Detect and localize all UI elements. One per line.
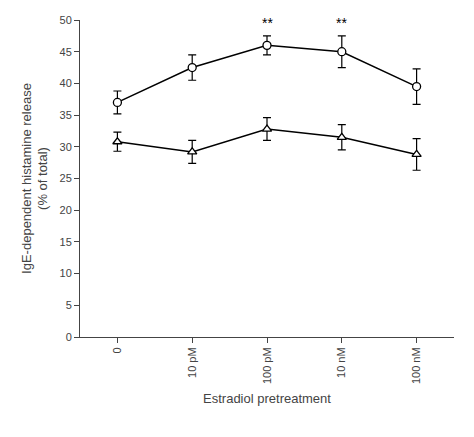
svg-text:**: **: [262, 15, 273, 31]
svg-text:0: 0: [66, 331, 72, 343]
svg-text:5: 5: [66, 299, 72, 311]
svg-text:**: **: [336, 15, 347, 31]
svg-text:0: 0: [111, 347, 123, 353]
svg-text:Estradiol pretreatment: Estradiol pretreatment: [203, 391, 331, 406]
svg-text:25: 25: [60, 172, 72, 184]
svg-text:10 nM: 10 nM: [335, 347, 347, 378]
svg-text:50: 50: [60, 14, 72, 26]
svg-text:45: 45: [60, 46, 72, 58]
svg-text:IgE-dependent histamine releas: IgE-dependent histamine release(% of tot…: [19, 83, 51, 274]
svg-text:20: 20: [60, 204, 72, 216]
svg-text:35: 35: [60, 109, 72, 121]
svg-text:30: 30: [60, 141, 72, 153]
svg-text:100 pM: 100 pM: [261, 347, 273, 384]
svg-text:100 nM: 100 nM: [410, 347, 422, 384]
svg-text:10 pM: 10 pM: [186, 347, 198, 378]
svg-text:40: 40: [60, 77, 72, 89]
svg-text:15: 15: [60, 236, 72, 248]
svg-text:10: 10: [60, 267, 72, 279]
